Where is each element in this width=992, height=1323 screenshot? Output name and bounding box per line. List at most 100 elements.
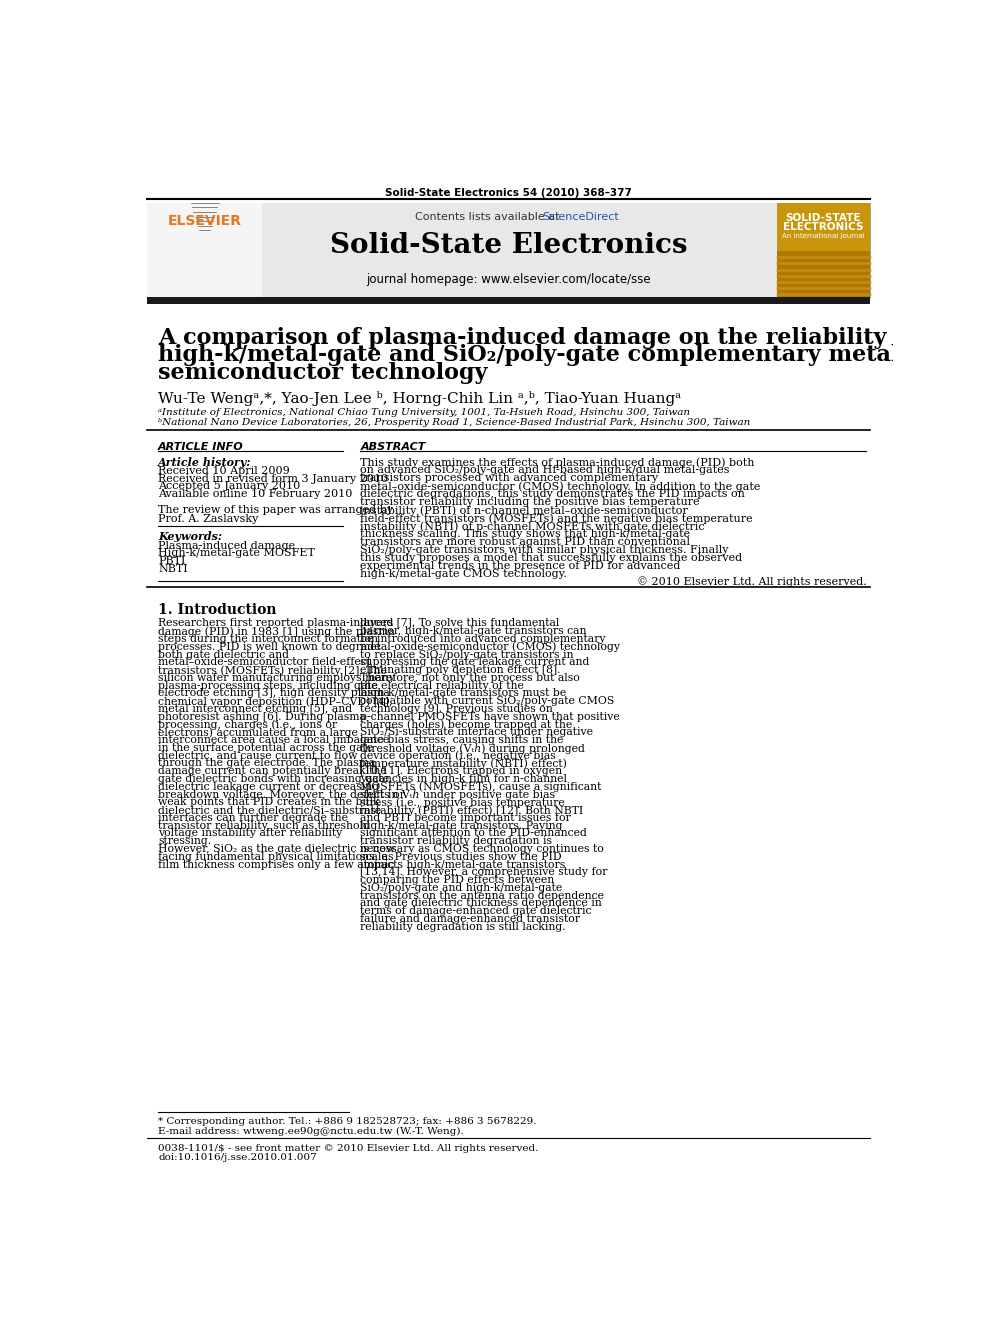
Text: metal-oxide-semiconductor (CMOS) technology: metal-oxide-semiconductor (CMOS) technol… [360,642,620,652]
Text: [10,11]. Electrons trapped in oxygen: [10,11]. Electrons trapped in oxygen [360,766,562,777]
Text: high-k/metal-gate transistors. Paying: high-k/metal-gate transistors. Paying [360,820,562,831]
Text: SiO₂/Si-substrate interface under negative: SiO₂/Si-substrate interface under negati… [360,728,593,737]
Text: interconnect area cause a local imbalance: interconnect area cause a local imbalanc… [158,736,389,745]
Text: Accepted 5 January 2010: Accepted 5 January 2010 [158,482,301,491]
Text: metal interconnect etching [5], and: metal interconnect etching [5], and [158,704,352,714]
Text: thickness scaling. This study shows that high-k/metal-gate: thickness scaling. This study shows that… [360,529,690,538]
Text: chemical vapor deposition (HDP–CVD) [4],: chemical vapor deposition (HDP–CVD) [4], [158,696,393,706]
Text: gate bias stress, causing shifts in the: gate bias stress, causing shifts in the [360,736,563,745]
Text: ELSEVIER: ELSEVIER [168,214,242,228]
Text: Received 10 April 2009: Received 10 April 2009 [158,466,290,476]
Text: ARTICLE INFO: ARTICLE INFO [158,442,244,452]
Text: SOLID-STATE: SOLID-STATE [786,213,861,222]
Text: both gate dielectric and: both gate dielectric and [158,650,289,660]
Text: steps during the interconnect formation: steps during the interconnect formation [158,634,378,644]
Text: Prof. A. Zaslavsky: Prof. A. Zaslavsky [158,513,259,524]
Text: suppressing the gate leakage current and: suppressing the gate leakage current and [360,658,590,667]
Text: However, SiO₂ as the gate dielectric is now: However, SiO₂ as the gate dielectric is … [158,844,395,853]
Text: silicon wafer manufacturing employs many: silicon wafer manufacturing employs many [158,673,395,683]
Text: E-mail address: wtweng.ee90g@nctu.edu.tw (W.-T. Weng).: E-mail address: wtweng.ee90g@nctu.edu.tw… [158,1127,464,1135]
Text: and gate dielectric thickness dependence in: and gate dielectric thickness dependence… [360,898,602,909]
Text: significant attention to the PID-enhanced: significant attention to the PID-enhance… [360,828,587,839]
Text: High-k/metal-gate MOSFET: High-k/metal-gate MOSFET [158,548,315,558]
Text: the electrical reliability of the: the electrical reliability of the [360,680,524,691]
Text: © 2010 Elsevier Ltd. All rights reserved.: © 2010 Elsevier Ltd. All rights reserved… [637,577,866,587]
Text: The review of this paper was arranged by: The review of this paper was arranged by [158,505,393,515]
Text: and PBTI become important issues for: and PBTI become important issues for [360,812,571,823]
Text: in the surface potential across the gate: in the surface potential across the gate [158,744,373,753]
Text: transistors (MOSFETs) reliability [2]. The: transistors (MOSFETs) reliability [2]. T… [158,665,387,676]
Text: facing fundamental physical limitations, as: facing fundamental physical limitations,… [158,852,394,861]
Bar [777,202,870,296]
Text: necessary as CMOS technology continues to: necessary as CMOS technology continues t… [360,844,604,853]
Text: transistor reliability, such as threshold: transistor reliability, such as threshol… [158,820,370,831]
Text: field-effect transistors (MOSFETs) and the negative bias temperature: field-effect transistors (MOSFETs) and t… [360,513,753,524]
Text: 1. Introduction: 1. Introduction [158,603,277,617]
Text: Contents lists available at: Contents lists available at [415,212,562,222]
Text: temperature instability (NBTI) effect): temperature instability (NBTI) effect) [360,758,567,769]
Text: processing, charges (i.e., ions or: processing, charges (i.e., ions or [158,720,337,730]
Text: on advanced SiO₂/poly-gate and Hf-based high-k/dual metal-gates: on advanced SiO₂/poly-gate and Hf-based … [360,466,730,475]
Text: MOSFETs (NMOSFETs), cause a significant: MOSFETs (NMOSFETs), cause a significant [360,782,602,792]
Text: PBTI: PBTI [158,556,186,566]
Text: Article history:: Article history: [158,456,252,468]
Text: Plasma-induced damage: Plasma-induced damage [158,541,296,550]
Bar [777,251,870,296]
Text: ABSTRACT: ABSTRACT [360,442,426,452]
Text: metal–oxide-semiconductor (CMOS) technology. In addition to the gate: metal–oxide-semiconductor (CMOS) technol… [360,482,761,492]
Text: Therefore, not only the process but also: Therefore, not only the process but also [360,673,580,683]
Text: electrode etching [3], high density plasma: electrode etching [3], high density plas… [158,688,390,699]
Text: gate dielectric bonds with increasing gate: gate dielectric bonds with increasing ga… [158,774,389,785]
Text: be introduced into advanced complementary: be introduced into advanced complementar… [360,634,606,644]
Text: this study proposes a model that successfully explains the observed: this study proposes a model that success… [360,553,742,562]
Text: Received in revised form 3 January 2010: Received in revised form 3 January 2010 [158,474,388,484]
Text: shift in Vₜℎ under positive gate bias: shift in Vₜℎ under positive gate bias [360,790,556,800]
Text: instability (PBTI) of n-channel metal–oxide-semiconductor: instability (PBTI) of n-channel metal–ox… [360,505,688,516]
Text: scale. Previous studies show the PID: scale. Previous studies show the PID [360,852,562,861]
Bar [147,202,870,296]
Text: dielectric degradations, this study demonstrates the PID impacts on: dielectric degradations, this study demo… [360,490,745,499]
Text: doi:10.1016/j.sse.2010.01.007: doi:10.1016/j.sse.2010.01.007 [158,1152,316,1162]
Text: A comparison of plasma-induced damage on the reliability between: A comparison of plasma-induced damage on… [158,327,992,349]
Text: impacts high-k/metal-gate transistors: impacts high-k/metal-gate transistors [360,860,565,869]
Text: ELECTRONICS: ELECTRONICS [783,222,863,232]
Text: technology [9]. Previous studies on: technology [9]. Previous studies on [360,704,554,714]
Text: comparing the PID effects between: comparing the PID effects between [360,875,555,885]
Text: damage (PID) in 1983 [1] using the plasma: damage (PID) in 1983 [1] using the plasm… [158,626,395,636]
Text: transistor reliability degradation is: transistor reliability degradation is [360,836,553,847]
Text: dielectric and the dielectric/Si–substrate: dielectric and the dielectric/Si–substra… [158,806,381,815]
Text: processes. PID is well known to degrade: processes. PID is well known to degrade [158,642,381,652]
Text: failure and damage-enhanced transistor: failure and damage-enhanced transistor [360,914,580,923]
Text: high-k/metal-gate transistors must be: high-k/metal-gate transistors must be [360,688,566,699]
Text: interfaces can further degrade the: interfaces can further degrade the [158,812,348,823]
Text: film thickness comprises only a few atomic: film thickness comprises only a few atom… [158,860,394,869]
Text: photoresist ashing [6]. During plasma: photoresist ashing [6]. During plasma [158,712,366,722]
Text: through the gate electrode. The plasma: through the gate electrode. The plasma [158,758,376,769]
Text: high-k/metal-gate CMOS technology.: high-k/metal-gate CMOS technology. [360,569,567,578]
Text: instability (NBTI) of p-channel MOSFETs with gate dielectric: instability (NBTI) of p-channel MOSFETs … [360,521,705,532]
Text: dielectric leakage current or decreasing: dielectric leakage current or decreasing [158,782,379,791]
Text: transistor reliability including the positive bias temperature: transistor reliability including the pos… [360,497,700,507]
Text: stressing.: stressing. [158,836,211,847]
Bar [147,202,262,296]
Text: plasma-processing steps, including gate: plasma-processing steps, including gate [158,680,378,691]
Text: barrier, high-k/metal-gate transistors can: barrier, high-k/metal-gate transistors c… [360,626,587,636]
Text: ScienceDirect: ScienceDirect [543,212,619,222]
Text: ᵃInstitute of Electronics, National Chiao Tung University, 1001, Ta-Hsueh Road, : ᵃInstitute of Electronics, National Chia… [158,409,690,417]
Text: transistors on the antenna ratio dependence: transistors on the antenna ratio depende… [360,890,604,901]
Bar [777,202,870,296]
Text: transistors processed with advanced complementary: transistors processed with advanced comp… [360,474,659,483]
Text: layers [7]. To solve this fundamental: layers [7]. To solve this fundamental [360,618,559,628]
Text: damage current can potentially break the: damage current can potentially break the [158,766,387,777]
Text: dielectric, and cause current to flow: dielectric, and cause current to flow [158,750,357,761]
Text: * Corresponding author. Tel.: +886 9 182528723; fax: +886 3 5678229.: * Corresponding author. Tel.: +886 9 182… [158,1118,537,1126]
Text: experimental trends in the presence of PID for advanced: experimental trends in the presence of P… [360,561,681,570]
Text: SiO₂/poly-gate transistors with similar physical thickness. Finally: SiO₂/poly-gate transistors with similar … [360,545,729,554]
Text: terms of damage-enhanced gate dielectric: terms of damage-enhanced gate dielectric [360,906,592,917]
Text: instability (PBTI) effect) [12]. Both NBTI: instability (PBTI) effect) [12]. Both NB… [360,806,583,816]
Text: eliminating poly depletion effect [8].: eliminating poly depletion effect [8]. [360,665,560,675]
Bar [777,202,870,296]
Text: SiO₂/poly-gate and high-k/metal-gate: SiO₂/poly-gate and high-k/metal-gate [360,882,562,893]
Text: compatible with current SiO₂/poly-gate CMOS: compatible with current SiO₂/poly-gate C… [360,696,615,706]
Text: voltage instability after reliability: voltage instability after reliability [158,828,342,839]
